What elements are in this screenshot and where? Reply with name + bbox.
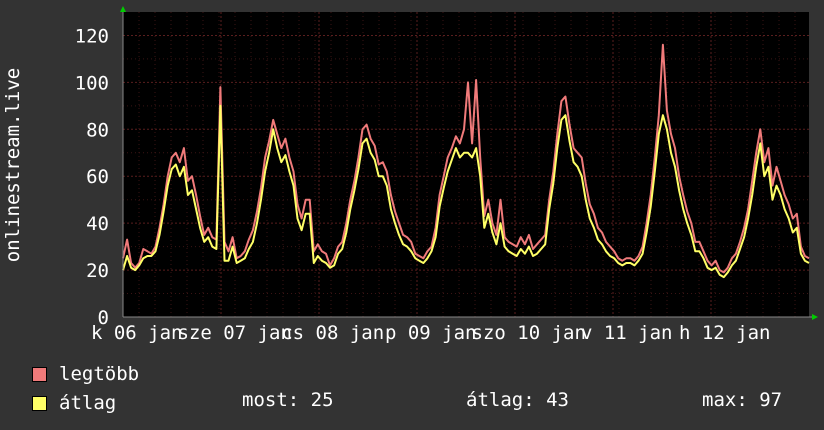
x-tick-label: cs 08 jan bbox=[281, 322, 384, 344]
series-lines bbox=[122, 43, 810, 279]
y-tick-label: 0 bbox=[98, 307, 109, 329]
stat-atlag-value: 43 bbox=[546, 389, 569, 411]
stat-atlag-label: átlag: bbox=[466, 389, 535, 411]
plot-area bbox=[123, 12, 809, 317]
stat-most-value: 25 bbox=[310, 389, 334, 411]
y-tick-label: 120 bbox=[75, 25, 109, 47]
x-tick-label: v 11 jan bbox=[581, 322, 673, 344]
x-tick-label: h 12 jan bbox=[679, 322, 771, 344]
y-tick-label: 40 bbox=[86, 213, 109, 235]
y-axis-ticks: 0 20 40 60 80 100 120 bbox=[75, 25, 109, 329]
y-tick-label: 20 bbox=[86, 260, 109, 282]
legend-label-atlag: átlag bbox=[59, 392, 117, 414]
series-line-legtobb bbox=[122, 43, 810, 274]
legend-label-legtobb: legtöbb bbox=[59, 363, 140, 385]
stat-most-label: most: bbox=[242, 389, 300, 411]
legend-item-legtobb: legtöbb bbox=[32, 363, 139, 385]
stat-max-value: 97 bbox=[759, 389, 783, 411]
x-tick-label: k 06 jan bbox=[91, 322, 183, 344]
x-tick-label: sze 07 jan bbox=[178, 322, 292, 344]
y-tick-label: 100 bbox=[75, 72, 109, 94]
stat-max-label: max: bbox=[702, 389, 748, 411]
stat-max: max: 97 bbox=[702, 389, 782, 411]
stat-atlag: átlag: 43 bbox=[466, 389, 569, 411]
grid bbox=[123, 12, 809, 317]
series-line-atlag bbox=[122, 104, 810, 279]
axes bbox=[120, 6, 818, 320]
x-tick-label: szo 10 jan bbox=[472, 322, 586, 344]
legend-item-atlag: átlag bbox=[32, 392, 116, 414]
x-axis-arrow bbox=[812, 314, 818, 320]
atlag-swatch bbox=[32, 395, 47, 411]
y-axis-label: onlinestream.live bbox=[2, 68, 24, 262]
y-tick-label: 60 bbox=[86, 166, 109, 188]
x-tick-label: p 09 jan bbox=[385, 322, 477, 344]
legtobb-swatch bbox=[32, 366, 47, 382]
stat-most: most: 25 bbox=[242, 389, 334, 411]
y-axis-arrow bbox=[120, 6, 126, 12]
y-tick-label: 80 bbox=[86, 119, 109, 141]
